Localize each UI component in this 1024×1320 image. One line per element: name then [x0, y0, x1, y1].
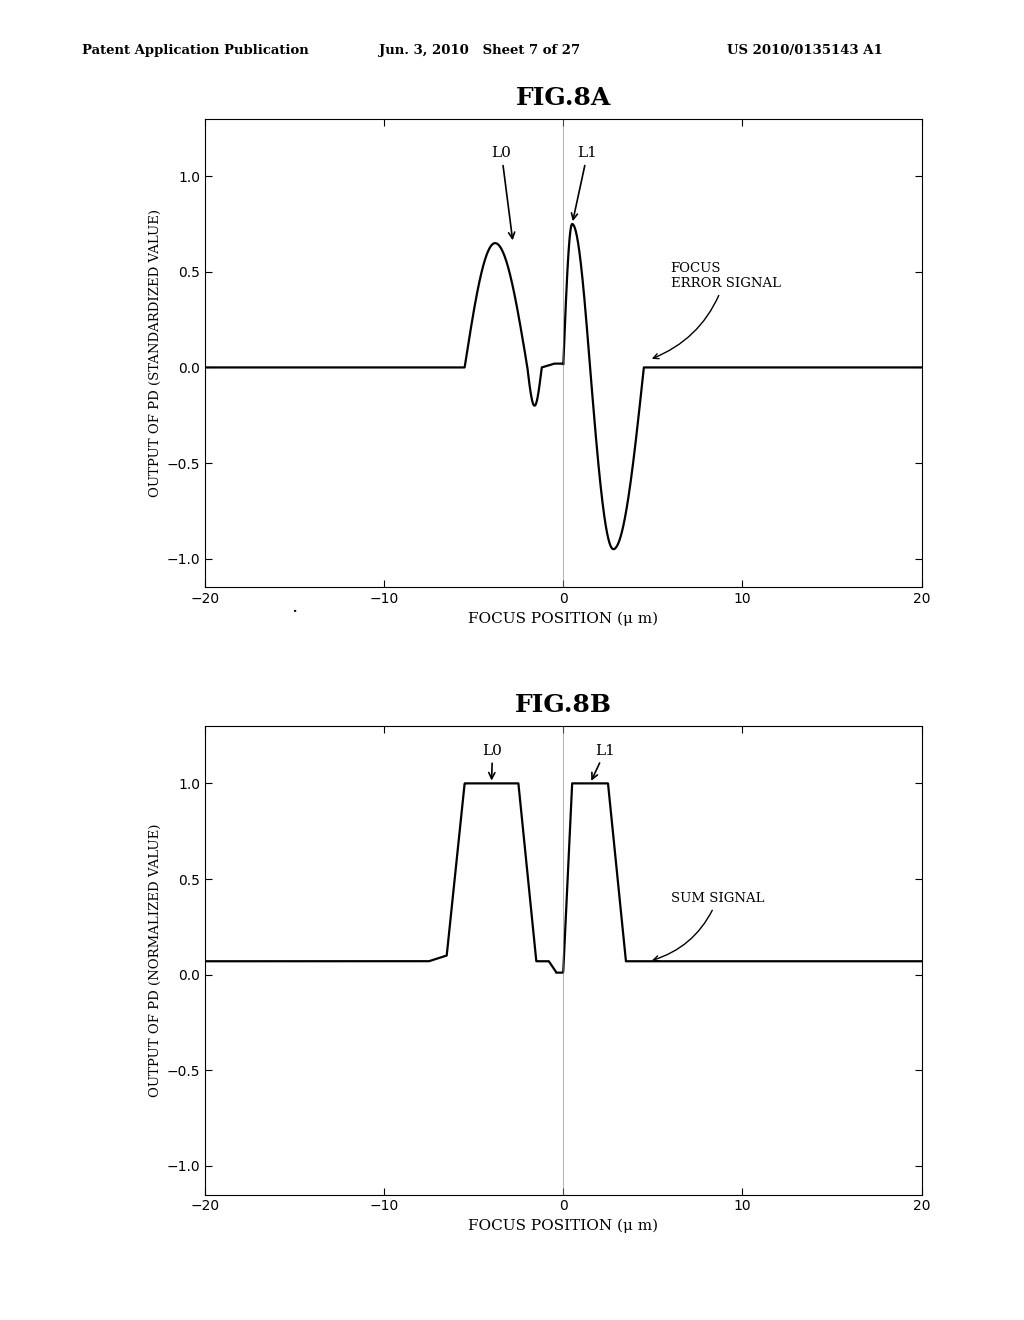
Text: US 2010/0135143 A1: US 2010/0135143 A1 — [727, 44, 883, 57]
Title: FIG.8B: FIG.8B — [515, 693, 611, 717]
Text: L0: L0 — [482, 743, 503, 779]
X-axis label: FOCUS POSITION (μ m): FOCUS POSITION (μ m) — [468, 1218, 658, 1233]
Text: L1: L1 — [571, 147, 597, 219]
Text: .: . — [291, 598, 298, 616]
Text: L1: L1 — [592, 743, 615, 779]
Text: SUM SIGNAL: SUM SIGNAL — [653, 892, 764, 961]
Text: Jun. 3, 2010   Sheet 7 of 27: Jun. 3, 2010 Sheet 7 of 27 — [379, 44, 580, 57]
Text: L0: L0 — [492, 147, 515, 239]
Title: FIG.8A: FIG.8A — [515, 86, 611, 110]
X-axis label: FOCUS POSITION (μ m): FOCUS POSITION (μ m) — [468, 611, 658, 626]
Text: FOCUS
ERROR SIGNAL: FOCUS ERROR SIGNAL — [653, 263, 780, 359]
Y-axis label: OUTPUT OF PD (STANDARDIZED VALUE): OUTPUT OF PD (STANDARDIZED VALUE) — [150, 209, 162, 498]
Y-axis label: OUTPUT OF PD (NORMALIZED VALUE): OUTPUT OF PD (NORMALIZED VALUE) — [150, 824, 162, 1097]
Text: Patent Application Publication: Patent Application Publication — [82, 44, 308, 57]
